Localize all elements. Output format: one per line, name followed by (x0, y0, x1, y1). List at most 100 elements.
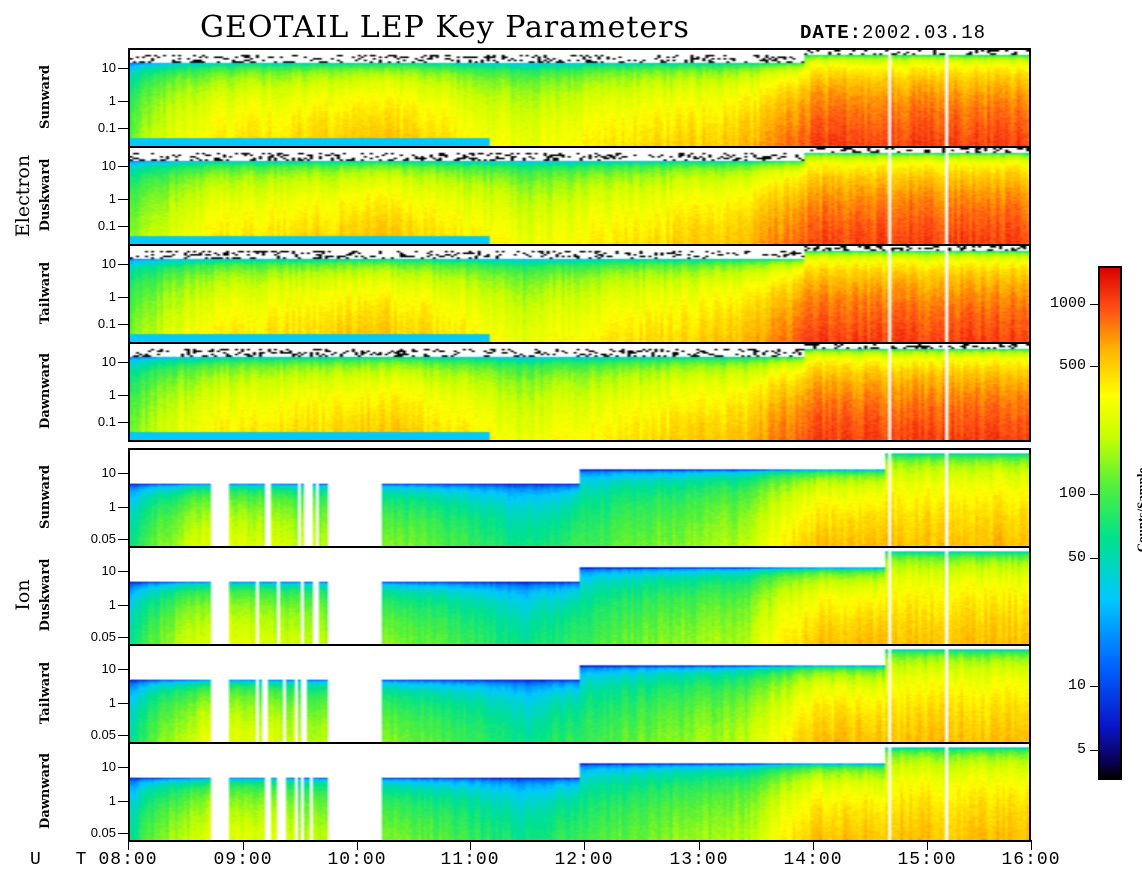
y-tick-label: 1 (108, 694, 116, 710)
colorbar-tick-label: 1000 (1049, 295, 1086, 312)
y-tick-mark (118, 100, 128, 102)
chart-title: GEOTAIL LEP Key Parameters (200, 10, 690, 45)
y-tick-label: 1 (108, 288, 116, 304)
colorbar-tick-mark (1090, 750, 1098, 751)
spectrogram-panel-ion-dawnward (128, 742, 1031, 842)
spectrogram-canvas (130, 646, 1029, 742)
panel-label-electron-tailward: Tailward (38, 261, 53, 325)
panel-label-ion-duskward: Duskward (38, 558, 53, 632)
spectrogram-canvas (130, 450, 1029, 546)
y-tick-mark (118, 165, 128, 167)
colorbar-tick-label: 100 (1058, 485, 1086, 502)
x-tick-mark (699, 840, 700, 850)
y-tick-mark (118, 394, 128, 396)
spectrogram-panel-electron-dawnward (128, 342, 1031, 442)
y-tick-mark (118, 571, 128, 573)
colorbar-tick-mark (1090, 304, 1098, 305)
date-label: DATE: (800, 22, 863, 44)
y-tick-mark (118, 226, 128, 228)
colorbar-tick-label: 500 (1058, 357, 1086, 374)
colorbar-title: Counts/Sample (1134, 467, 1142, 553)
spectrogram-canvas (130, 50, 1029, 146)
y-tick-mark (118, 506, 128, 508)
x-tick-label: 12:00 (554, 850, 614, 870)
spectrogram-canvas (130, 548, 1029, 644)
x-tick-label: 09:00 (213, 850, 273, 870)
x-tick-mark (927, 840, 928, 850)
y-tick-label: 10 (101, 759, 116, 775)
y-tick-label: 10 (101, 157, 116, 173)
colorbar-tick-mark (1090, 366, 1098, 367)
y-tick-label: 1 (108, 92, 116, 108)
x-tick-label: 13:00 (669, 850, 729, 870)
panel-label-electron-sunward: Sunward (38, 65, 53, 129)
colorbar-tick-label: 5 (1076, 741, 1086, 758)
spectrogram-canvas (130, 744, 1029, 840)
y-tick-mark (118, 67, 128, 69)
y-tick-label: 10 (101, 353, 116, 369)
panel-label-ion-sunward: Sunward (38, 465, 53, 529)
x-axis-label: U T (30, 850, 99, 870)
y-tick-label: 0.1 (97, 120, 116, 136)
y-tick-mark (118, 669, 128, 671)
y-tick-label: 0.1 (97, 218, 116, 234)
electron-group-label: Electron (12, 154, 34, 238)
y-tick-mark (118, 128, 128, 130)
x-tick-label: 11:00 (440, 850, 500, 870)
x-tick-mark (813, 840, 814, 850)
y-tick-mark (118, 604, 128, 606)
panel-label-ion-tailward: Tailward (38, 661, 53, 725)
y-tick-mark (118, 473, 128, 475)
y-tick-label: 10 (101, 661, 116, 677)
x-tick-mark (1031, 840, 1032, 850)
spectrogram-panel-electron-tailward (128, 244, 1031, 344)
y-tick-label: 0.1 (97, 414, 116, 430)
x-tick-mark (357, 840, 358, 850)
y-tick-label: 0.1 (97, 316, 116, 332)
y-tick-mark (118, 324, 128, 326)
panel-label-electron-duskward: Duskward (38, 158, 53, 232)
colorbar-tick-mark (1090, 558, 1098, 559)
x-tick-label: 15:00 (897, 850, 957, 870)
x-axis (128, 840, 1031, 850)
y-tick-mark (118, 539, 128, 541)
x-tick-mark (584, 840, 585, 850)
spectrogram-canvas (130, 246, 1029, 342)
y-tick-label: 1 (108, 386, 116, 402)
y-tick-label: 0.05 (90, 727, 116, 743)
spectrogram-canvas (130, 344, 1029, 440)
x-tick-label: 08:00 (98, 850, 158, 870)
y-tick-mark (118, 422, 128, 424)
x-tick-mark (128, 840, 129, 850)
y-tick-label: 10 (101, 465, 116, 481)
y-tick-mark (118, 198, 128, 200)
y-tick-label: 10 (101, 59, 116, 75)
panel-label-electron-dawnward: Dawnward (38, 353, 53, 429)
y-tick-mark (118, 296, 128, 298)
y-tick-mark (118, 767, 128, 769)
spectrogram-panel-ion-sunward (128, 448, 1031, 548)
ion-group-label: Ion (12, 579, 34, 611)
spectrogram-panel-electron-duskward (128, 146, 1031, 246)
colorbar-tick-mark (1090, 494, 1098, 495)
y-tick-mark (118, 735, 128, 737)
y-tick-label: 0.05 (90, 825, 116, 841)
y-tick-mark (118, 800, 128, 802)
y-tick-label: 1 (108, 190, 116, 206)
y-tick-label: 1 (108, 596, 116, 612)
y-tick-label: 10 (101, 255, 116, 271)
colorbar-tick-mark (1090, 686, 1098, 687)
y-tick-mark (118, 361, 128, 363)
y-tick-mark (118, 263, 128, 265)
y-tick-mark (118, 702, 128, 704)
date-value: 2002.03.18 (862, 22, 987, 44)
x-tick-label: 10:00 (327, 850, 387, 870)
colorbar (1098, 266, 1122, 780)
panel-label-ion-dawnward: Dawnward (38, 753, 53, 829)
y-tick-label: 0.05 (90, 629, 116, 645)
colorbar-tick-label: 10 (1067, 677, 1086, 694)
spectrogram-panel-electron-sunward (128, 48, 1031, 148)
x-tick-mark (470, 840, 471, 850)
y-tick-label: 0.05 (90, 531, 116, 547)
spectrogram-canvas (130, 148, 1029, 244)
